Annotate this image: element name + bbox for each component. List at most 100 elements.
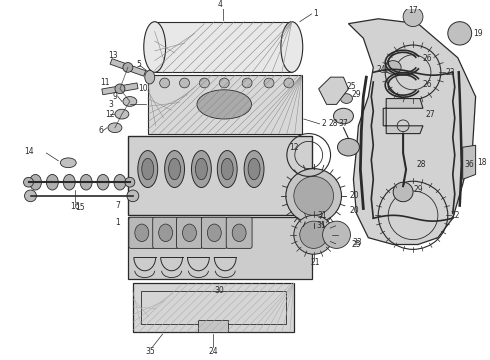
Text: 14: 14 [24, 147, 33, 156]
Circle shape [284, 78, 294, 88]
Ellipse shape [248, 158, 260, 180]
Text: 24: 24 [376, 65, 386, 74]
Polygon shape [110, 59, 146, 76]
Circle shape [393, 182, 413, 202]
Ellipse shape [135, 224, 149, 242]
Text: 24: 24 [209, 347, 218, 356]
Circle shape [294, 215, 334, 254]
Ellipse shape [145, 70, 155, 84]
Circle shape [220, 78, 229, 88]
Circle shape [300, 221, 328, 248]
Text: 25: 25 [346, 82, 356, 91]
Polygon shape [463, 145, 476, 179]
Text: 12: 12 [289, 143, 298, 152]
Ellipse shape [60, 158, 76, 168]
Polygon shape [383, 99, 423, 134]
Text: 29: 29 [413, 185, 423, 194]
Ellipse shape [165, 150, 185, 188]
Ellipse shape [217, 150, 237, 188]
Text: 31: 31 [318, 211, 327, 220]
Circle shape [115, 84, 125, 94]
Text: 18: 18 [478, 158, 487, 167]
Ellipse shape [108, 123, 122, 132]
Ellipse shape [341, 94, 352, 103]
Text: 31: 31 [317, 221, 326, 230]
Text: 30: 30 [215, 286, 224, 295]
Text: 33: 33 [352, 238, 362, 247]
Circle shape [125, 177, 135, 187]
Text: 25: 25 [352, 240, 361, 249]
Text: 28: 28 [329, 120, 338, 129]
Ellipse shape [221, 158, 233, 180]
Text: 3: 3 [108, 100, 113, 109]
Text: 16: 16 [71, 202, 80, 211]
Polygon shape [348, 19, 476, 244]
Text: 10: 10 [138, 84, 147, 93]
Ellipse shape [334, 108, 353, 124]
Text: 6: 6 [98, 126, 103, 135]
Text: 9: 9 [113, 92, 118, 101]
Text: 20: 20 [349, 192, 359, 201]
Ellipse shape [207, 224, 221, 242]
Text: 35: 35 [146, 347, 156, 356]
Text: 12: 12 [105, 110, 115, 119]
Text: 19: 19 [474, 29, 483, 38]
Ellipse shape [97, 175, 109, 190]
Ellipse shape [142, 158, 154, 180]
Text: 21: 21 [311, 257, 320, 266]
Text: 13: 13 [108, 51, 118, 60]
Text: 29: 29 [351, 90, 361, 99]
Ellipse shape [159, 224, 172, 242]
Text: 36: 36 [465, 160, 474, 169]
Ellipse shape [114, 175, 126, 190]
Ellipse shape [232, 224, 246, 242]
Ellipse shape [182, 224, 196, 242]
Ellipse shape [80, 175, 92, 190]
Circle shape [127, 190, 139, 202]
Polygon shape [318, 77, 348, 104]
Bar [155, 22, 292, 72]
FancyBboxPatch shape [226, 217, 252, 248]
Circle shape [403, 7, 423, 27]
Bar [198, 320, 228, 332]
Bar [148, 75, 302, 134]
Ellipse shape [197, 90, 251, 119]
Ellipse shape [115, 109, 129, 119]
Ellipse shape [47, 175, 58, 190]
Ellipse shape [281, 22, 303, 72]
Circle shape [322, 221, 350, 248]
Ellipse shape [29, 175, 42, 190]
Text: 4: 4 [218, 0, 223, 9]
Circle shape [24, 177, 33, 187]
Text: 23: 23 [446, 68, 455, 77]
Text: 7: 7 [115, 201, 120, 210]
Polygon shape [102, 83, 138, 95]
Ellipse shape [169, 158, 180, 180]
FancyBboxPatch shape [201, 217, 227, 248]
Bar [128, 217, 312, 279]
FancyBboxPatch shape [176, 217, 202, 248]
Circle shape [179, 78, 190, 88]
Text: 1: 1 [314, 9, 318, 18]
Ellipse shape [338, 139, 359, 156]
Ellipse shape [192, 150, 211, 188]
Ellipse shape [123, 96, 137, 106]
Text: 17: 17 [408, 6, 418, 15]
Text: 27: 27 [426, 110, 436, 119]
Bar [128, 135, 312, 215]
Bar [133, 283, 294, 332]
Circle shape [448, 22, 472, 45]
Circle shape [24, 190, 36, 202]
Text: 1: 1 [115, 217, 120, 226]
FancyBboxPatch shape [129, 217, 155, 248]
Text: 37: 37 [339, 120, 348, 129]
Text: 15: 15 [75, 203, 85, 212]
Text: 5: 5 [137, 60, 142, 69]
Text: 28: 28 [416, 160, 425, 169]
Ellipse shape [63, 175, 75, 190]
Text: 2: 2 [321, 120, 326, 129]
Text: 22: 22 [451, 211, 460, 220]
Circle shape [199, 78, 209, 88]
Bar [141, 291, 286, 324]
Text: 26: 26 [423, 80, 433, 89]
